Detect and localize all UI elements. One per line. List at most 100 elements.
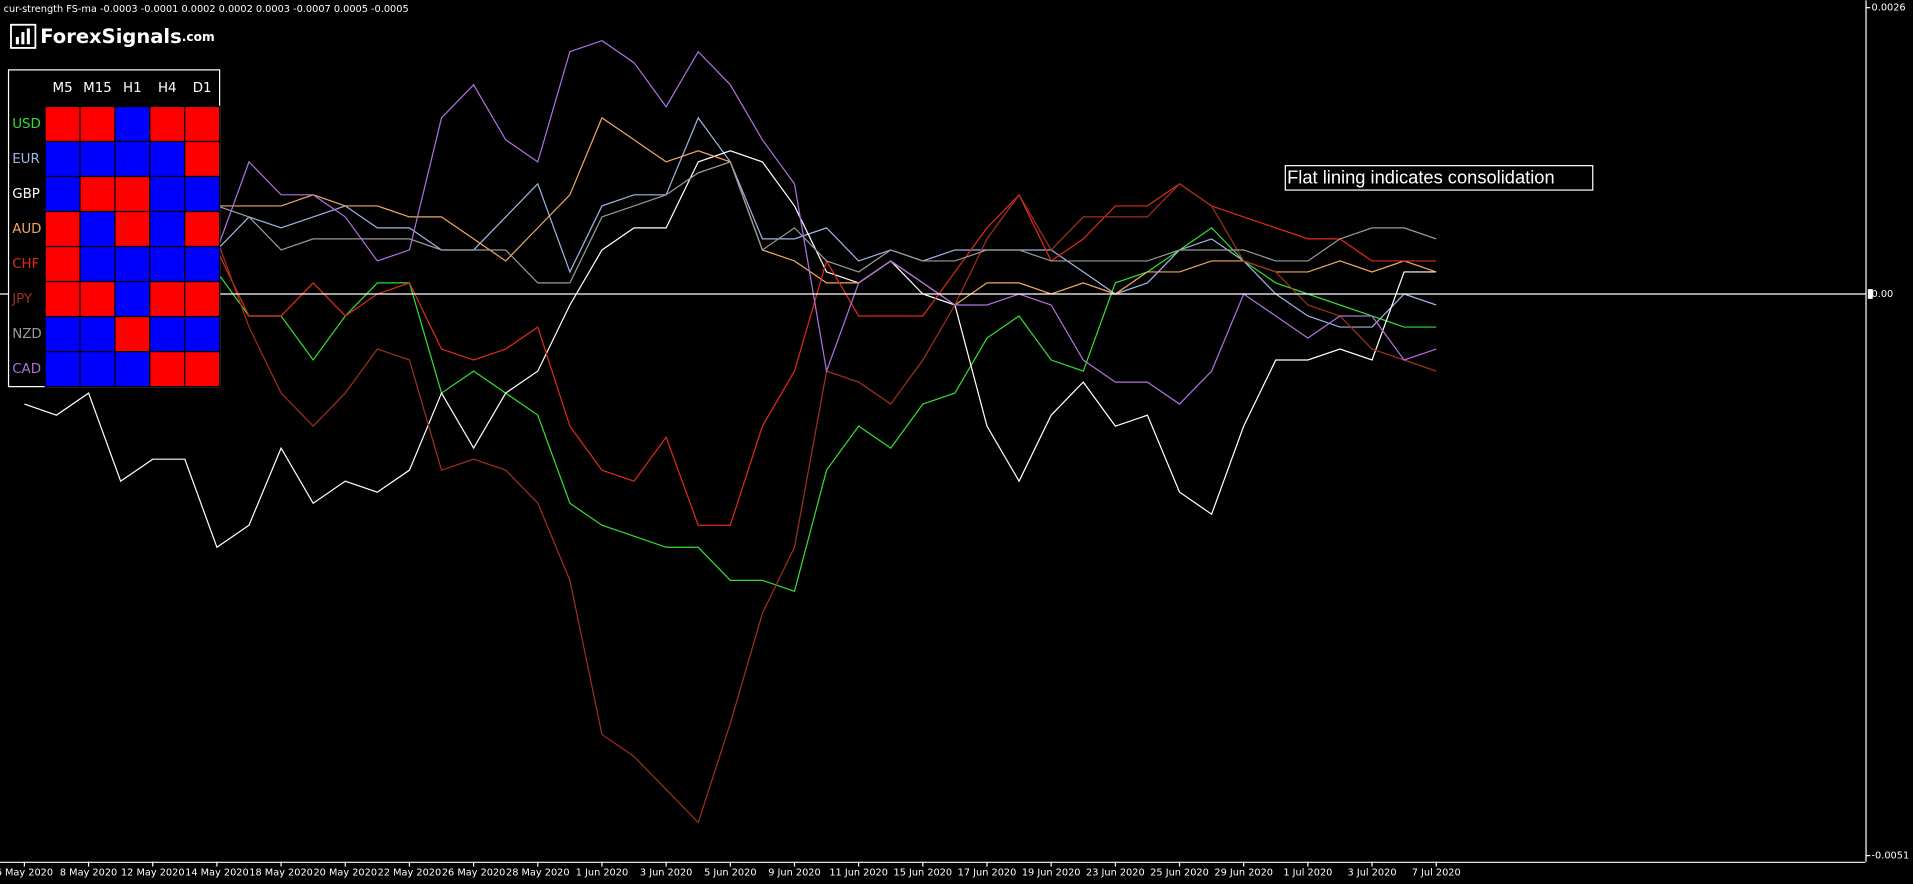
strength-cell (149, 350, 186, 388)
x-tick-label: 29 Jun 2020 (1214, 868, 1273, 879)
table-column-header: D1 (193, 81, 212, 96)
strength-cell (79, 105, 116, 143)
strength-cell (184, 315, 221, 353)
x-tick-label: 22 May 2020 (378, 868, 442, 879)
strength-cell (114, 140, 151, 178)
x-tick-label: 3 Jul 2020 (1348, 868, 1397, 879)
strength-cell (149, 315, 186, 353)
y-tick-label: 0.00 (1872, 289, 1894, 300)
strength-cell (79, 315, 116, 353)
x-tick-label: 15 Jun 2020 (893, 868, 952, 879)
strength-cell (184, 350, 221, 388)
logo-suffix: .com (182, 29, 215, 43)
x-tick-label: 26 May 2020 (442, 868, 506, 879)
strength-cell (184, 105, 221, 143)
logo-icon (10, 23, 37, 49)
strength-cell (79, 350, 116, 388)
table-column-header: H4 (158, 81, 177, 96)
strength-cell (44, 245, 81, 283)
strength-cell (114, 315, 151, 353)
legend-label: USD (12, 117, 41, 132)
legend-label: CHF (12, 257, 39, 272)
overlay: cur-strength FS-ma -0.0003 -0.0001 0.000… (4, 4, 1594, 191)
strength-cell (149, 105, 186, 143)
x-tick-label: 7 Jul 2020 (1412, 868, 1461, 879)
strength-cell (184, 210, 221, 248)
strength-cell (114, 280, 151, 318)
legend-label: GBP (12, 187, 40, 202)
zero-marker (1867, 289, 1873, 299)
strength-cell (149, 175, 186, 213)
strength-cell (149, 210, 186, 248)
x-tick-label: 18 May 2020 (249, 868, 313, 879)
annotation-box (1284, 165, 1594, 191)
strength-cell (184, 245, 221, 283)
strength-cell (79, 175, 116, 213)
strength-cell (44, 210, 81, 248)
x-tick-label: 5 Jun 2020 (704, 868, 756, 879)
strength-cell (184, 280, 221, 318)
series-line (24, 40, 1437, 405)
x-tick-label: 12 May 2020 (121, 868, 185, 879)
indicator-title: cur-strength FS-ma -0.0003 -0.0001 0.000… (4, 4, 409, 15)
y-tick-label: 0.0026 (1872, 3, 1906, 14)
x-tick-label: 3 Jun 2020 (640, 868, 692, 879)
strength-cell (184, 140, 221, 178)
x-tick-label: 19 Jun 2020 (1022, 868, 1081, 879)
strength-cell (44, 315, 81, 353)
legend-label: NZD (12, 327, 42, 342)
strength-cell (44, 175, 81, 213)
x-tick-label: 9 Jun 2020 (768, 868, 820, 879)
x-tick-label: 25 Jun 2020 (1150, 868, 1209, 879)
y-tick-label: -0.0051 (1872, 851, 1910, 862)
x-tick-label: 11 Jun 2020 (829, 868, 888, 879)
strength-cell (79, 210, 116, 248)
legend-label: JPY (11, 292, 33, 307)
strength-cell (79, 280, 116, 318)
x-tick-label: 6 May 2020 (0, 868, 53, 879)
strength-cell (149, 245, 186, 283)
strength-table: M5 M15 H1 H4 D1 USD EUR GBP AUD CHF JPY NZD CAD (7, 69, 221, 388)
strength-cell (44, 350, 81, 388)
series-line (24, 183, 1437, 824)
strength-cell (79, 140, 116, 178)
x-tick-label: 14 May 2020 (185, 868, 249, 879)
logo-bar (21, 32, 25, 45)
strength-cell (149, 140, 186, 178)
strength-cell (44, 105, 81, 143)
strength-cell (114, 245, 151, 283)
x-tick-label: 23 Jun 2020 (1086, 868, 1145, 879)
logo-bar (15, 36, 19, 45)
strength-cell (44, 140, 81, 178)
strength-cell (114, 210, 151, 248)
x-tick-label: 8 May 2020 (60, 868, 117, 879)
legend-label: EUR (12, 152, 40, 167)
legend-label: AUD (12, 222, 41, 237)
series-line (24, 150, 1437, 549)
x-tick-label: 17 Jun 2020 (958, 868, 1017, 879)
table-column-header: M15 (83, 81, 112, 96)
x-tick-label: 20 May 2020 (313, 868, 377, 879)
series-line (24, 161, 1437, 284)
strength-cell (44, 280, 81, 318)
legend-label: CAD (12, 362, 41, 377)
strength-cell (114, 105, 151, 143)
logo-bar (26, 28, 30, 45)
logo-name: ForexSignals.com (40, 24, 214, 47)
table-column-header: H1 (123, 81, 142, 96)
annotation: Flat lining indicates consolidation (1287, 166, 1554, 187)
x-tick-label: 1 Jun 2020 (576, 868, 628, 879)
strength-cell (184, 175, 221, 213)
table-column-header: M5 (53, 81, 73, 96)
logo-name-text: ForexSignals (40, 24, 181, 47)
strength-cell (79, 245, 116, 283)
strength-cell (149, 280, 186, 318)
x-tick-label: 28 May 2020 (506, 868, 570, 879)
strength-cell (114, 350, 151, 388)
x-tick-label: 1 Jul 2020 (1283, 868, 1332, 879)
series-lines (24, 40, 1437, 824)
strength-cell (114, 175, 151, 213)
